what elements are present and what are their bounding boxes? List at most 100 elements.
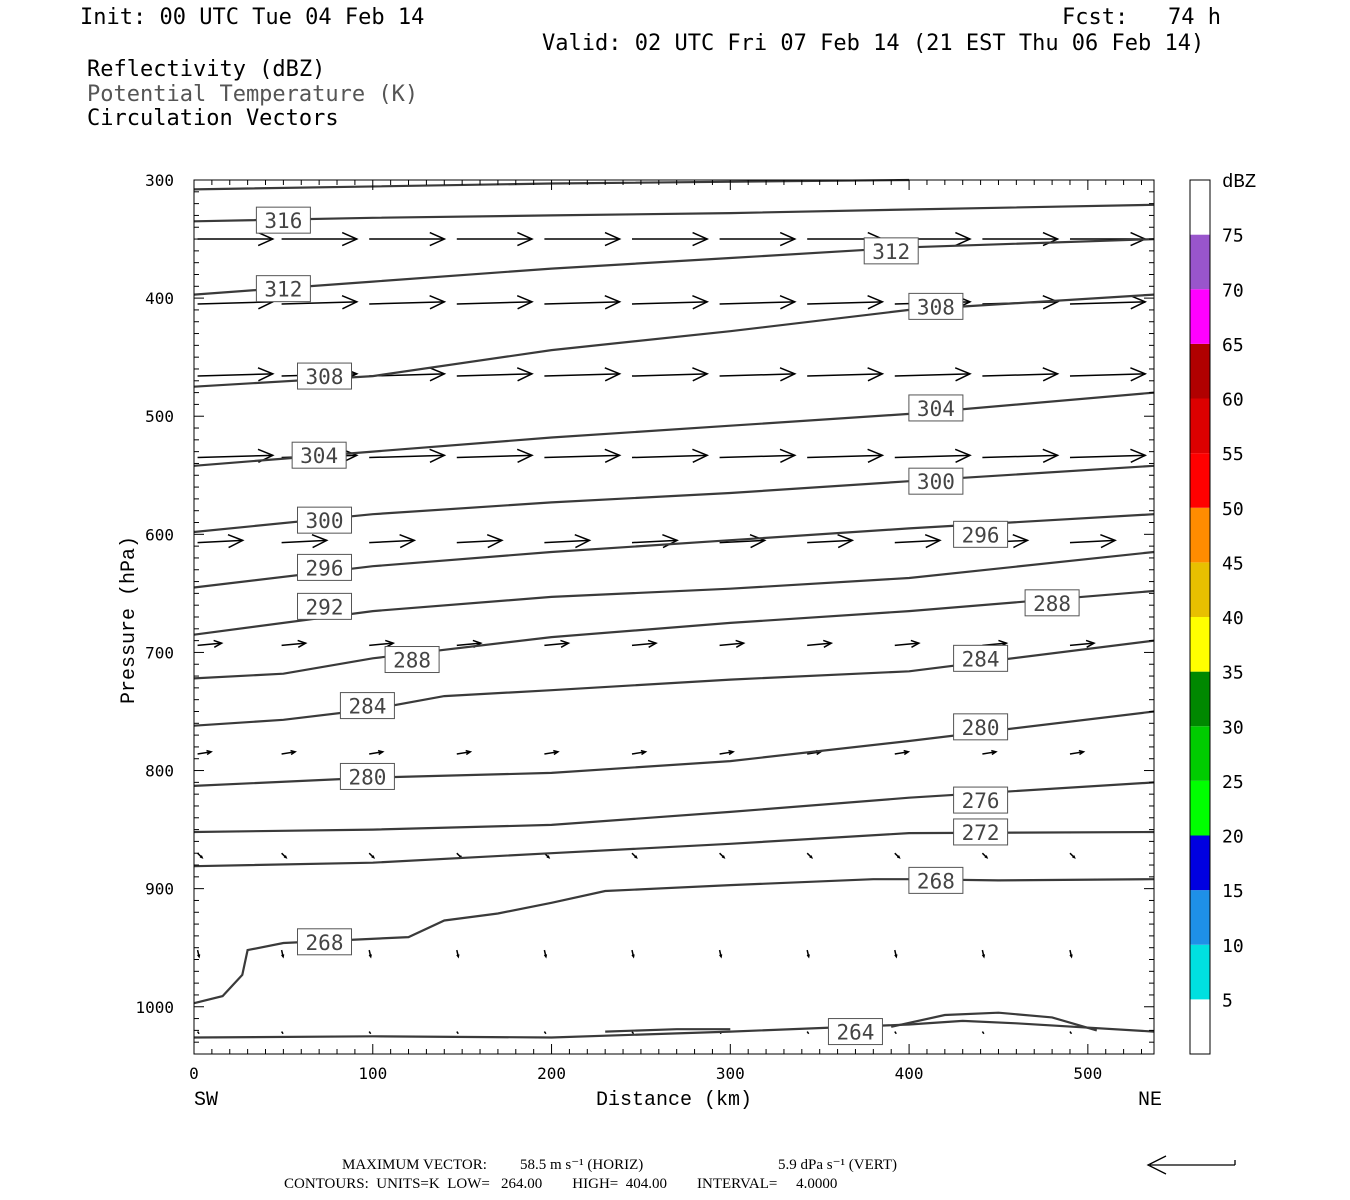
isentrope-284 — [193, 639, 1155, 727]
x-axis-label: Distance (km) — [596, 1089, 752, 1112]
circulation-vector — [544, 539, 590, 544]
circulation-vector — [719, 373, 795, 377]
contour-label-box — [908, 866, 964, 894]
vector-head — [465, 749, 473, 756]
theta-labels: 316 312 312 308 308 304 304 300 300 296 296 292 288 2… — [255, 206, 1080, 1046]
isentrope-312 — [193, 238, 1155, 296]
colorbar-label: 40 — [1222, 608, 1244, 629]
isentrope-272 — [193, 830, 1155, 868]
vector-head — [954, 367, 972, 382]
contour-label-box — [827, 1018, 883, 1046]
vector-head — [896, 855, 901, 859]
circulation-vector — [894, 751, 909, 755]
contour-label: 264 — [836, 1021, 874, 1045]
circulation-vector — [544, 301, 620, 305]
colorbar-label: 20 — [1222, 827, 1244, 848]
vector-head — [749, 533, 767, 549]
vector-head — [954, 448, 972, 463]
vector-head — [604, 367, 622, 382]
contour-label-box — [953, 786, 1009, 814]
circulation-vector — [631, 454, 708, 459]
y-tick-label: 700 — [145, 643, 174, 662]
colorbar-segment — [1190, 944, 1210, 1000]
vector-head — [991, 749, 998, 756]
vector-head — [456, 954, 460, 959]
vector-head — [517, 231, 534, 247]
contour-label-box — [255, 206, 311, 234]
y-tick-label: 1000 — [135, 998, 174, 1017]
circulation-vector — [456, 373, 533, 377]
vector-head — [692, 295, 710, 310]
circulation-vector — [280, 1031, 284, 1035]
vector-head — [1085, 639, 1096, 648]
circulation-vector — [197, 454, 273, 459]
vector-head — [257, 231, 275, 247]
contour-label-box — [908, 394, 964, 422]
circulation-vector — [894, 373, 971, 377]
vector-head — [377, 749, 385, 756]
vector-head — [779, 448, 797, 463]
vector-head — [910, 639, 921, 648]
contour-label-box — [908, 292, 964, 320]
circulation-vector — [456, 1031, 459, 1035]
vector-head — [631, 954, 635, 959]
y-tick-label: 600 — [145, 525, 174, 544]
vector-head — [574, 533, 592, 549]
vector-head — [1130, 448, 1148, 463]
circulation-vector — [1069, 454, 1146, 459]
vector-head — [894, 954, 898, 959]
circulation-vector — [369, 539, 415, 544]
field-circulation-vectors: Circulation Vectors — [87, 106, 339, 131]
vector-head — [516, 295, 534, 310]
vector-head — [429, 231, 447, 247]
forecast-hour: Fcst: 74 h — [1062, 5, 1221, 30]
init-time: Init: 00 UTC Tue 04 Feb 14 — [80, 5, 425, 30]
vector-head — [719, 954, 723, 959]
circulation-vector — [631, 751, 646, 755]
circulation-vector — [369, 454, 445, 459]
vector-head — [227, 533, 245, 549]
vector-head — [1042, 448, 1060, 463]
vector-head — [692, 367, 710, 382]
contour-label-box — [291, 441, 347, 469]
contour-label-box — [255, 275, 311, 303]
contour-label: 300 — [917, 470, 955, 494]
circulation-vector — [894, 454, 971, 459]
isentrope-316 — [193, 203, 1155, 223]
circulation-vector — [281, 301, 357, 305]
contour-label: 276 — [962, 789, 1000, 813]
circulation-vector — [1069, 642, 1095, 647]
vector-head — [981, 954, 986, 959]
circulation-vector — [806, 1031, 810, 1035]
x-tick-label: 500 — [1073, 1064, 1102, 1083]
circulation-vector — [719, 642, 744, 647]
vector-head — [1100, 533, 1117, 549]
vector-head — [371, 855, 376, 859]
circulation-vector — [981, 1031, 985, 1035]
vector-head — [867, 448, 885, 463]
contour-label: 284 — [962, 647, 1000, 671]
contour-label: 312 — [872, 240, 910, 264]
circulation-vector — [456, 751, 471, 755]
vector-head — [341, 295, 359, 310]
colorbar-label: 15 — [1222, 881, 1244, 902]
vector-head — [206, 749, 213, 756]
x-tick-label: 100 — [358, 1064, 387, 1083]
contour-label: 288 — [1033, 592, 1071, 616]
contour-label: 304 — [300, 444, 338, 468]
vector-head — [1069, 954, 1073, 959]
vector-head — [486, 533, 504, 549]
contour-label-box — [1024, 589, 1080, 617]
colorbar-label: 30 — [1222, 717, 1244, 738]
circulation-vector — [281, 751, 296, 755]
circulation-vector — [1069, 751, 1084, 755]
vector-head — [213, 639, 224, 648]
circulation-vectors — [196, 231, 1148, 1035]
circulation-vector — [544, 751, 559, 755]
circulation-vector — [281, 642, 306, 647]
vector-head — [560, 639, 571, 648]
circulation-vector — [1069, 301, 1146, 305]
colorbar-segment — [1190, 617, 1210, 672]
contour-label: 280 — [962, 716, 1000, 740]
